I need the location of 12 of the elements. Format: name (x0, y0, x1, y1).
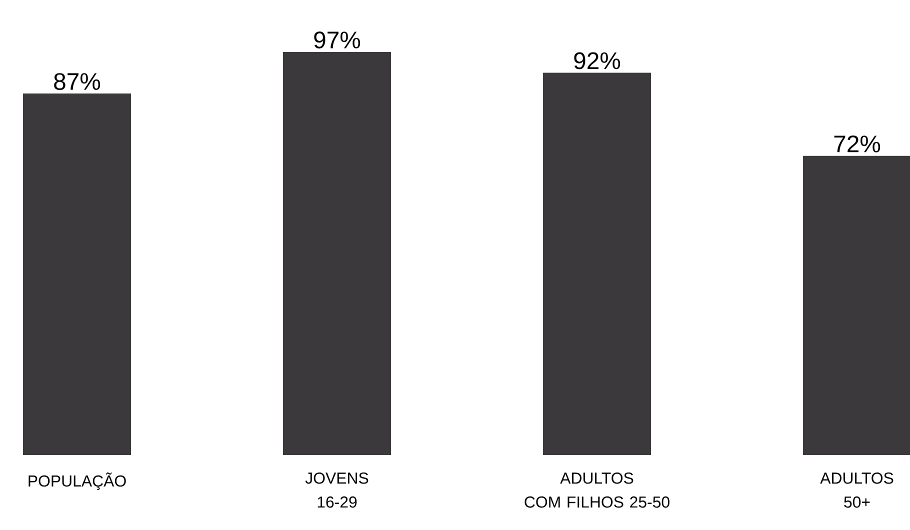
data-label: 87% (54, 73, 100, 90)
x-tick-label: ADULTOS 50+ (820, 472, 894, 508)
bar (803, 156, 910, 455)
bar (283, 52, 392, 455)
data-label: 97% (314, 32, 360, 48)
x-tick-label: POPULAÇÃO (28, 472, 126, 490)
data-label: 72% (834, 135, 880, 152)
x-tick-label: JOVENS 16-29 (305, 472, 368, 508)
data-label: 92% (574, 52, 620, 70)
x-tick-label: ADULTOS COM FILHOS 25-50 (524, 472, 670, 508)
bar (543, 72, 652, 455)
bar (23, 94, 131, 455)
